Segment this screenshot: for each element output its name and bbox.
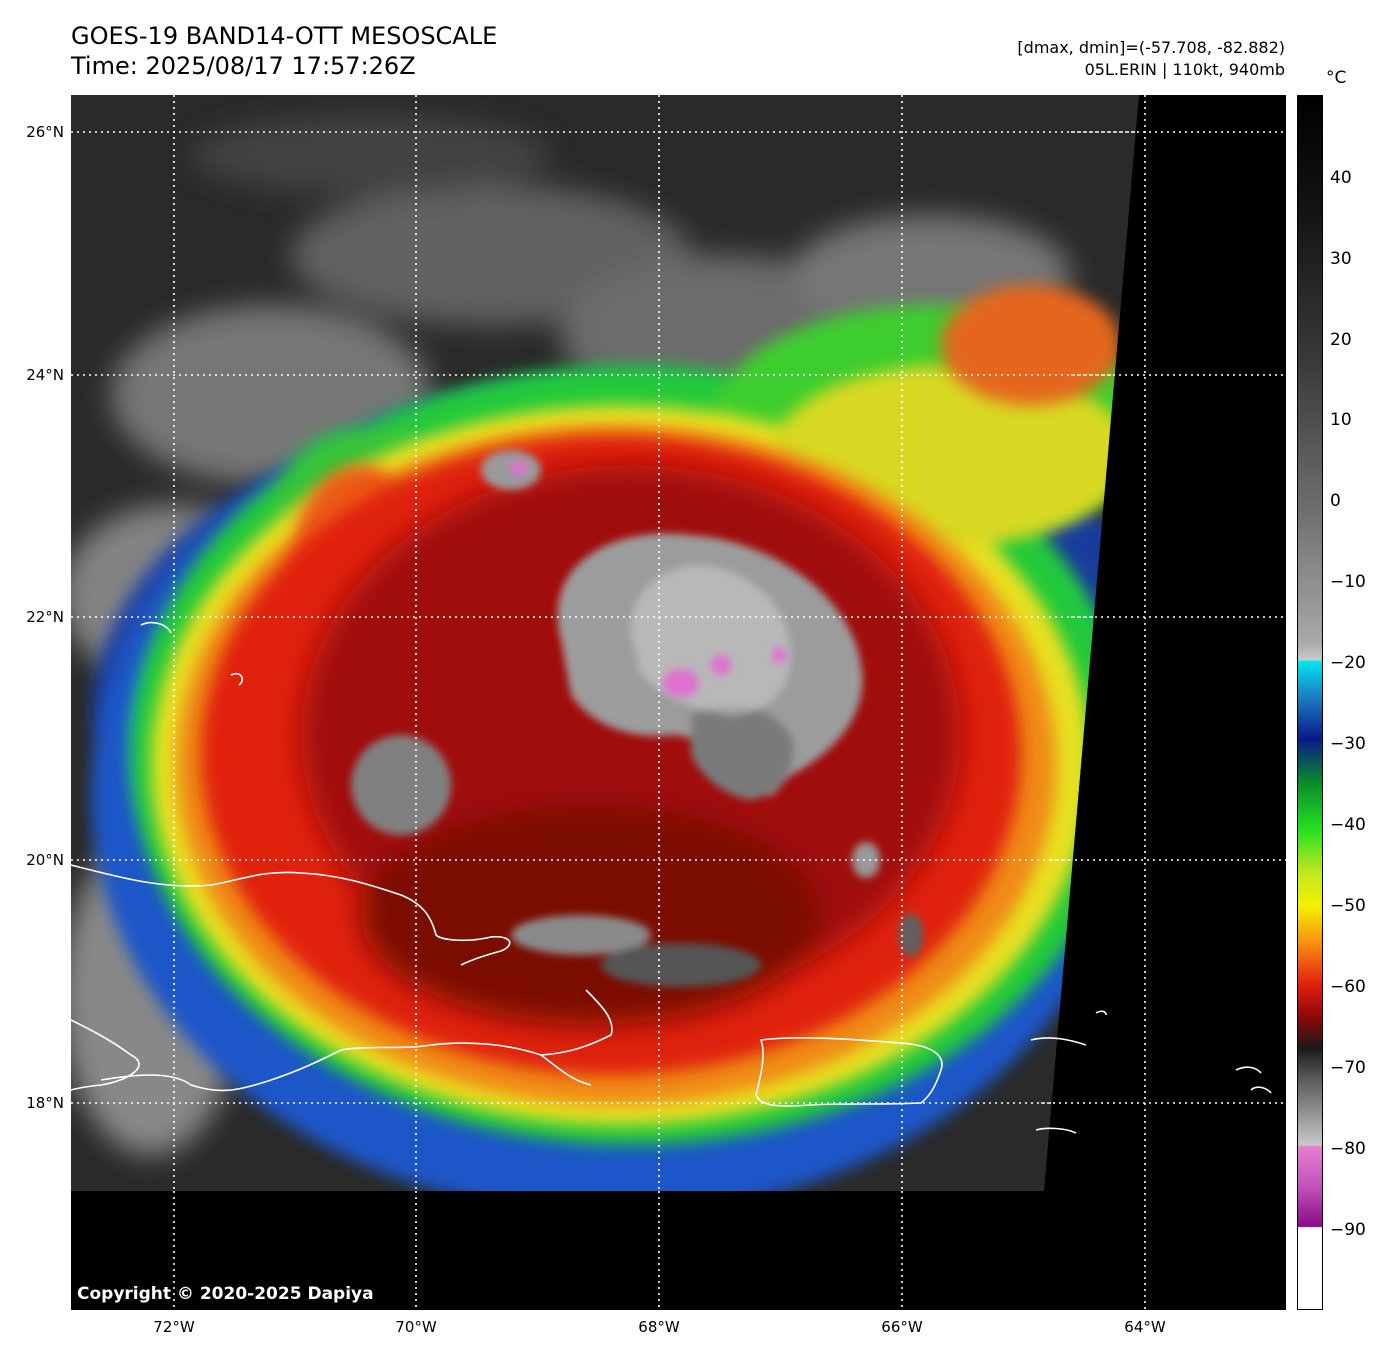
satellite-image: Copyright © 2020-2025 Dapiya [71, 95, 1286, 1310]
colorbar-tick: 0 [1330, 491, 1341, 511]
colorbar [1297, 95, 1323, 1310]
colorbar-tick: −50 [1330, 896, 1366, 916]
storm-info: 05L.ERIN | 110kt, 940mb [1084, 60, 1285, 79]
colorbar-tick: −70 [1330, 1058, 1366, 1078]
lat-label-24n: 24°N [26, 366, 64, 384]
lon-label-70w: 70°W [395, 1318, 437, 1336]
colorbar-unit: °C [1326, 68, 1347, 88]
lon-label-66w: 66°W [881, 1318, 923, 1336]
coastline-overlay [71, 621, 1272, 1134]
copyright-notice: Copyright © 2020-2025 Dapiya [77, 1284, 374, 1304]
satellite-image-art [71, 95, 1286, 1310]
lat-label-20n: 20°N [26, 851, 64, 869]
colorbar-tick: 10 [1330, 410, 1352, 430]
colorbar-tick: 20 [1330, 330, 1352, 350]
colorbar-tick: 40 [1330, 168, 1352, 188]
colorbar-tick: −80 [1330, 1139, 1366, 1159]
lat-label-26n: 26°N [26, 123, 64, 141]
lon-label-68w: 68°W [638, 1318, 680, 1336]
lon-label-72w: 72°W [153, 1318, 195, 1336]
colorbar-tick: −40 [1330, 815, 1366, 835]
colorbar-tick: 30 [1330, 249, 1352, 269]
colorbar-tick: −30 [1330, 734, 1366, 754]
colorbar-tick: −90 [1330, 1220, 1366, 1240]
lon-label-64w: 64°W [1124, 1318, 1166, 1336]
colorbar-tick: −60 [1330, 977, 1366, 997]
lat-label-18n: 18°N [26, 1094, 64, 1112]
colorbar-tick: −20 [1330, 653, 1366, 673]
colorbar-tick: −10 [1330, 572, 1366, 592]
lat-label-22n: 22°N [26, 608, 64, 626]
temperature-range: [dmax, dmin]=(-57.708, -82.882) [1017, 38, 1285, 57]
image-timestamp: Time: 2025/08/17 17:57:26Z [71, 52, 416, 80]
image-title: GOES-19 BAND14-OTT MESOSCALE [71, 22, 498, 50]
